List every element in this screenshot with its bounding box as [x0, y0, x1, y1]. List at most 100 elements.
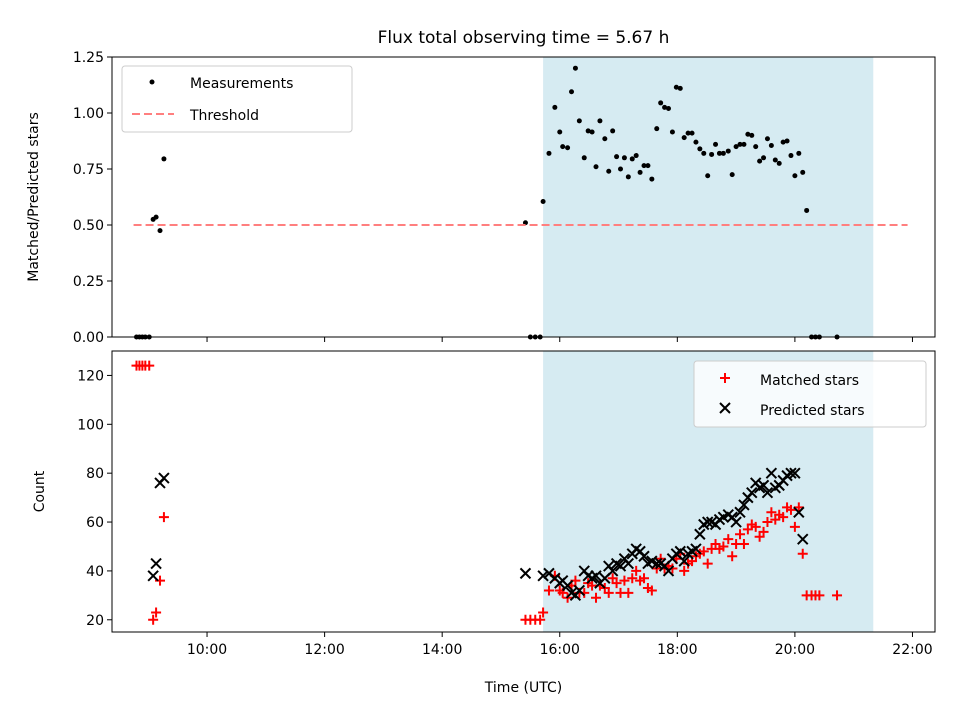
matched-star-point [543, 585, 554, 596]
measurement-point [654, 126, 660, 132]
legend-matched-label: Matched stars [760, 373, 859, 389]
predicted-star-point [614, 560, 627, 572]
predicted-star-point [701, 516, 714, 528]
predicted-star-point [793, 506, 805, 518]
predicted-star-point [738, 499, 750, 511]
matched-star-point [797, 548, 808, 559]
x-tick-label: 22:00 [892, 642, 932, 658]
top-panel: 0.00 0.25 0.50 0.75 1.00 1.25 Flux total obse… [26, 28, 936, 346]
y-tick-label: 40 [86, 564, 104, 580]
top-legend: Measurements Threshold [121, 65, 353, 133]
y-tick-label: 100 [77, 417, 104, 433]
legend-measurements-label: Measurements [190, 76, 293, 92]
top-legend-box [121, 65, 353, 133]
measurement-point [153, 214, 159, 220]
top-y-axis-label: Matched/Predicted stars [26, 112, 42, 282]
measurement-point [784, 138, 790, 144]
matched-star-point [158, 512, 169, 523]
y-tick-label: 0.25 [73, 274, 104, 290]
measurement-point [617, 166, 623, 172]
measurement-point [565, 145, 571, 151]
matched-star-point [735, 529, 746, 540]
top-x-axis-ticks [206, 337, 913, 342]
measurement-point [610, 128, 616, 134]
measurements-series [133, 65, 840, 340]
measurement-point [733, 144, 739, 150]
measurement-point [614, 154, 620, 160]
predicted-star-point [694, 528, 706, 540]
measurement-point [669, 129, 675, 135]
matched-star-point [789, 521, 800, 532]
predicted-star-point [674, 545, 686, 558]
matched-star-point [723, 534, 734, 545]
predicted-star-point [519, 567, 532, 580]
measurement-point [557, 129, 563, 135]
y-tick-label: 0.50 [73, 218, 104, 234]
measurement-point [757, 158, 763, 164]
measurement-point [749, 132, 755, 138]
predicted-star-point [690, 543, 702, 555]
x-axis-label: Time (UTC) [484, 680, 562, 696]
measurement-point [585, 128, 591, 134]
measurement-point [800, 169, 806, 175]
matched-star-point [793, 502, 804, 513]
measurement-point [796, 150, 802, 156]
measurement-point [540, 198, 546, 204]
y-tick-label: 0.00 [73, 330, 104, 346]
measurement-point [602, 136, 608, 142]
matched-star-point [148, 614, 159, 625]
predicted-star-point [573, 584, 586, 597]
predicted-stars-series [147, 467, 809, 602]
matched-star-point [679, 565, 690, 576]
bottom-axes-frame [111, 350, 936, 633]
y-tick-label: 80 [86, 466, 104, 482]
measurement-point [792, 173, 798, 179]
bottom-y-axis-label: Count [32, 470, 48, 512]
matched-star-point [591, 592, 602, 603]
measurement-point [753, 144, 759, 150]
matched-star-point [778, 512, 789, 523]
measurement-point [560, 144, 566, 150]
matched-star-point [619, 575, 630, 586]
matched-star-point [814, 590, 825, 601]
measurement-point [593, 164, 599, 170]
bottom-legend-box [693, 360, 927, 428]
matched-star-point [603, 587, 614, 598]
measurement-point [546, 150, 552, 156]
matched-star-point [535, 614, 546, 625]
predicted-star-point [765, 467, 778, 479]
measurement-point [720, 150, 726, 156]
predicted-star-point [537, 570, 549, 582]
predicted-star-point [590, 570, 602, 582]
matched-star-point [631, 565, 642, 576]
predicted-star-point [785, 467, 797, 479]
y-tick-label: 120 [77, 368, 104, 384]
matched-star-point [667, 563, 678, 574]
measurement-point [768, 142, 774, 148]
bottom-panel: 20 40 60 80 100 120 10:00 12:00 14:00 16:00 18:00… [32, 350, 936, 696]
measurement-point [641, 163, 647, 169]
predicted-star-point [638, 550, 650, 562]
matched-star-point [611, 578, 622, 589]
measurement-point [572, 65, 578, 71]
predicted-star-point [622, 557, 635, 570]
measurement-point [693, 139, 699, 145]
measurement-point [625, 174, 631, 180]
measurement-point [589, 129, 595, 135]
measurement-point [658, 100, 664, 106]
x-tick-label: 16:00 [540, 642, 580, 658]
matched-star-point [750, 521, 761, 532]
x-tick-label: 20:00 [775, 642, 815, 658]
y-tick-label: 20 [86, 613, 104, 629]
measurement-point [666, 106, 672, 112]
measurement-point [552, 104, 558, 110]
predicted-star-point [757, 479, 770, 492]
measurement-point [662, 104, 668, 110]
y-tick-label: 1.00 [73, 106, 104, 122]
predicted-star-point [797, 533, 809, 545]
measurement-point [689, 130, 695, 136]
predicted-star-point [150, 557, 162, 570]
predicted-star-point [761, 487, 774, 499]
measurement-point [705, 173, 711, 179]
matched-star-point [766, 507, 777, 518]
